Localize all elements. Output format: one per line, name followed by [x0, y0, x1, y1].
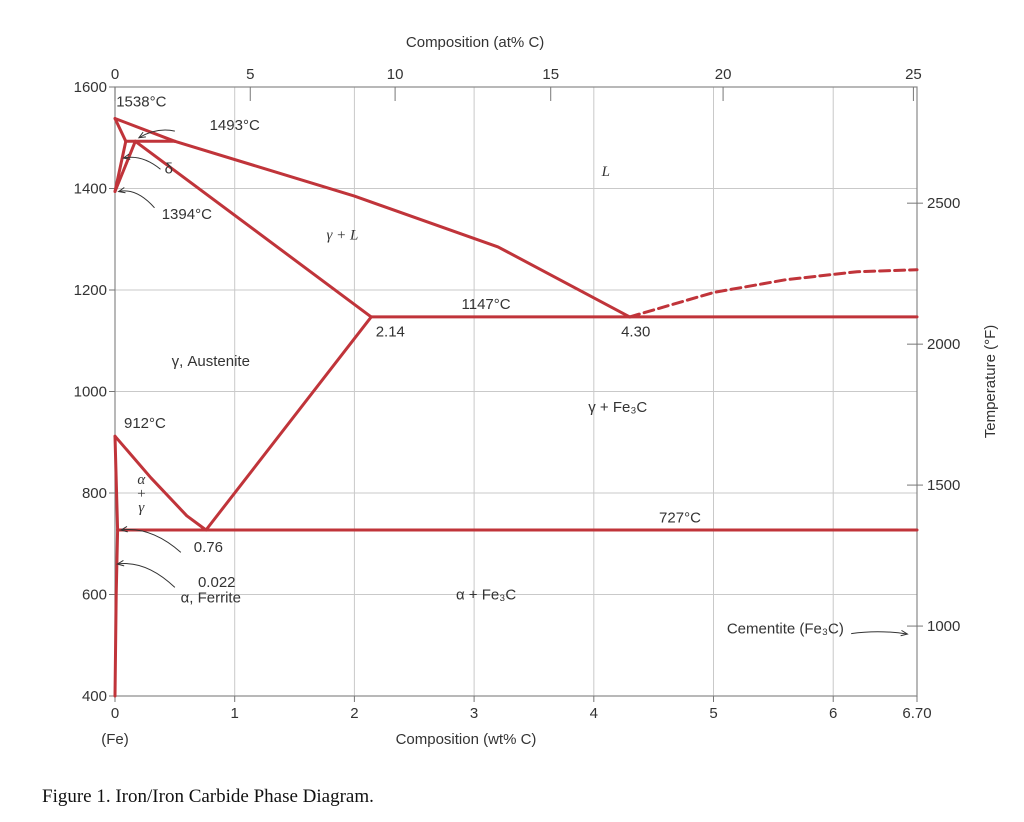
top-tick-label: 10: [387, 66, 404, 83]
leader-arrowhead: [117, 187, 126, 194]
phase-boundary-line: [113, 434, 120, 532]
point-label: 1493°C: [210, 117, 260, 134]
region-label: γ + Fe₃C: [588, 399, 647, 416]
leader-arrowhead: [116, 560, 125, 567]
top-tick-label: 20: [715, 66, 732, 83]
phase-boundary-line: [173, 139, 632, 319]
top-tick-label: 0: [111, 66, 119, 83]
top-tick-label: 15: [542, 66, 559, 83]
region-label: γ, Austenite: [172, 353, 250, 370]
leader-arrowhead: [900, 629, 909, 637]
x-tick-label: 4: [590, 705, 598, 722]
leader-arrowhead: [119, 526, 128, 533]
x-axis-title: Composition (wt% C): [396, 731, 537, 748]
x-tick-label: 1: [231, 705, 239, 722]
x-tick-label: 2: [350, 705, 358, 722]
right-axis-title: Temperature (°F): [982, 325, 999, 439]
alpha-gamma-label: α: [137, 472, 146, 488]
y-tick-label: 800: [82, 485, 107, 502]
x-tick-label: 0: [111, 705, 119, 722]
point-label: 0.022: [198, 574, 236, 591]
x-sublabel: (Fe): [101, 731, 129, 748]
phase-boundary-line: [113, 117, 177, 143]
phase-boundaries: [113, 117, 919, 698]
alpha-gamma-label: +: [136, 486, 146, 502]
point-label: δ: [165, 160, 173, 177]
leader-arrowhead: [137, 131, 146, 139]
x-tick-label: 5: [709, 705, 717, 722]
point-label: Cementite (Fe₃C): [727, 621, 844, 638]
phase-boundary-line: [113, 528, 120, 698]
leader-line: [120, 529, 182, 553]
phase-boundary-line: [113, 117, 128, 143]
point-label: 2.14: [376, 324, 405, 341]
phase-boundary-line: [204, 315, 373, 532]
phase-boundary-line: [113, 139, 137, 193]
leader-arrowhead: [122, 153, 131, 160]
top-tick-label: 5: [246, 66, 254, 83]
x-tick-label: 3: [470, 705, 478, 722]
point-label: 1147°C: [462, 296, 511, 313]
right-tick-label: 1000: [927, 618, 960, 635]
point-label: 0.76: [194, 539, 223, 556]
point-label: 1394°C: [162, 206, 212, 223]
point-label: 1538°C: [116, 93, 166, 110]
leader-line: [138, 129, 175, 139]
grid-lines: [115, 87, 917, 696]
top-axis-title: Composition (at% C): [406, 34, 544, 51]
phase-boundary-line: [133, 139, 373, 319]
leader-line: [117, 563, 176, 588]
y-tick-label: 1600: [74, 79, 107, 96]
right-tick-label: 2000: [927, 336, 960, 353]
top-tick-label: 25: [905, 66, 922, 83]
leader-line: [123, 156, 161, 170]
right-tick-label: 2500: [927, 195, 960, 212]
y-tick-label: 400: [82, 688, 107, 705]
region-label: α + Fe₃C: [456, 587, 516, 604]
point-label: 727°C: [659, 509, 701, 526]
region-label: L: [601, 164, 610, 180]
point-label: α, Ferrite: [181, 590, 241, 607]
figure-caption: Figure 1. Iron/Iron Carbide Phase Diagra…: [42, 786, 374, 807]
leader-line: [851, 631, 908, 635]
alpha-gamma-label: γ: [138, 500, 145, 516]
phase-boundary-line: [113, 434, 208, 532]
axes: 0 1 2 3 4 5 6 6.70 (Fe) Composition (wt% C) 400 600…: [74, 34, 999, 748]
leader-line: [118, 190, 155, 209]
dashed-boundary-line: [628, 268, 919, 319]
phase-diagram-chart: 0 1 2 3 4 5 6 6.70 (Fe) Composition (wt% C) 400 600…: [74, 34, 999, 748]
y-tick-label: 1400: [74, 181, 107, 198]
x-tick-label: 6: [829, 705, 837, 722]
y-tick-label: 1200: [74, 282, 107, 299]
x-tick-label: 6.70: [902, 705, 931, 722]
region-label: γ + L: [326, 227, 358, 243]
y-tick-label: 1000: [74, 384, 107, 401]
point-label: 4.30: [621, 324, 650, 341]
right-tick-label: 1500: [927, 477, 960, 494]
annotations: Lγ + L γ, Austenite γ + Fe₃C α + Fe₃C 1538°C…: [116, 93, 909, 638]
point-label: 912°C: [124, 415, 166, 432]
y-tick-label: 600: [82, 587, 107, 604]
